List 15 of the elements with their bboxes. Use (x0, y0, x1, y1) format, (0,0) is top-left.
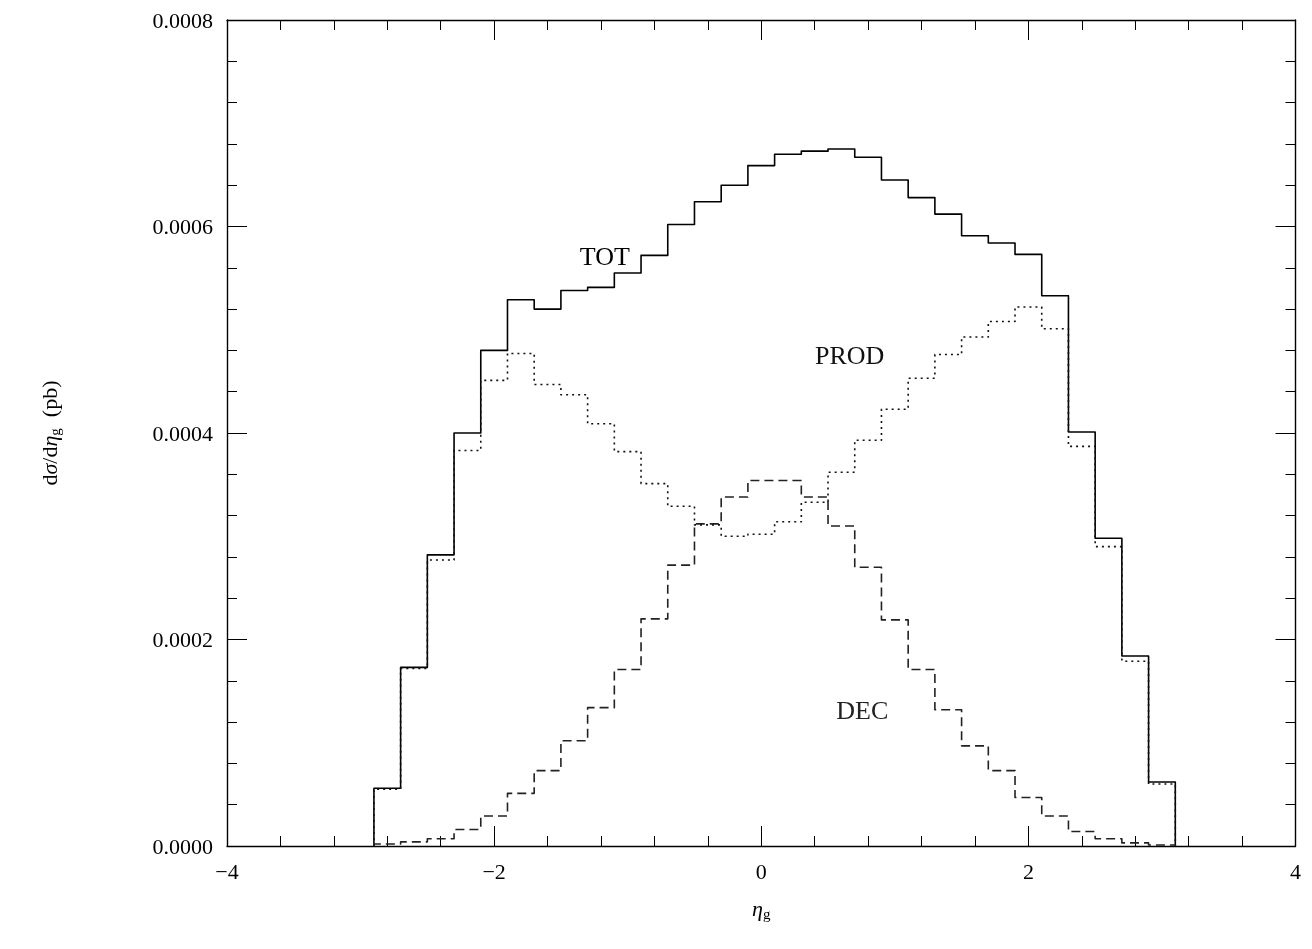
y-tick-label: 0.0000 (152, 833, 213, 859)
y-axis-title: dσ/dηg (pb) (37, 380, 63, 486)
x-tick-label: −2 (482, 858, 506, 884)
x-tick-label: 2 (1022, 858, 1034, 884)
x-tick-label: −4 (215, 858, 239, 884)
x-tick-label: 0 (755, 858, 767, 884)
x-tick-label: 4 (1290, 858, 1301, 884)
y-tick-label: 0.0006 (152, 214, 213, 239)
y-tick-label: 0.0004 (152, 420, 213, 446)
series-label: DEC (836, 695, 889, 725)
y-tick-label: 0.0002 (152, 627, 213, 652)
series-label: TOT (579, 241, 630, 271)
x-axis-title: ηg (752, 896, 771, 922)
series-label: PROD (814, 340, 885, 370)
y-tick-label: 0.0008 (152, 7, 213, 33)
